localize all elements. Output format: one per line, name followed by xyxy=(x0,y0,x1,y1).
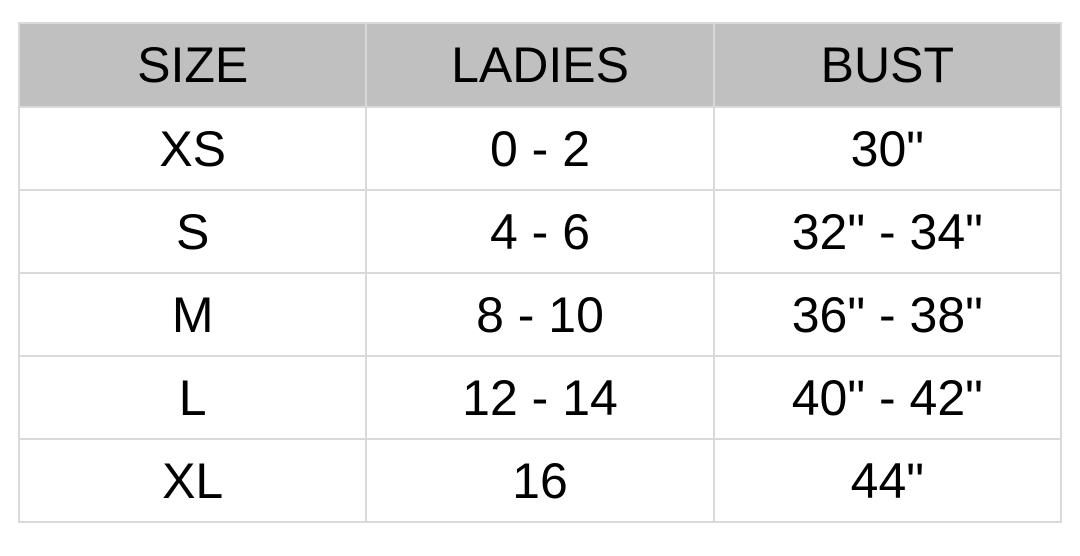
size-chart-table: SIZE LADIES BUST XS 0 - 2 30" S 4 - 6 32… xyxy=(17,22,1063,523)
header-size: SIZE xyxy=(17,22,368,108)
cell-size: XL xyxy=(17,438,368,523)
header-row: SIZE LADIES BUST xyxy=(17,22,1063,108)
table-row: M 8 - 10 36" - 38" xyxy=(17,272,1063,357)
cell-ladies: 8 - 10 xyxy=(365,272,715,357)
cell-ladies: 0 - 2 xyxy=(365,106,715,191)
table-row: XL 16 44" xyxy=(17,438,1063,523)
table-row: L 12 - 14 40" - 42" xyxy=(17,355,1063,440)
cell-ladies: 12 - 14 xyxy=(365,355,715,440)
cell-bust: 44" xyxy=(712,438,1063,523)
cell-ladies: 4 - 6 xyxy=(365,189,715,274)
cell-size: L xyxy=(17,355,368,440)
cell-size: XS xyxy=(17,106,368,191)
cell-bust: 40" - 42" xyxy=(712,355,1063,440)
cell-ladies: 16 xyxy=(365,438,715,523)
cell-size: M xyxy=(17,272,368,357)
cell-bust: 30" xyxy=(712,106,1063,191)
table-row: XS 0 - 2 30" xyxy=(17,106,1063,191)
cell-bust: 32" - 34" xyxy=(712,189,1063,274)
cell-bust: 36" - 38" xyxy=(712,272,1063,357)
table-row: S 4 - 6 32" - 34" xyxy=(17,189,1063,274)
cell-size: S xyxy=(17,189,368,274)
header-ladies: LADIES xyxy=(365,22,715,108)
header-bust: BUST xyxy=(712,22,1063,108)
